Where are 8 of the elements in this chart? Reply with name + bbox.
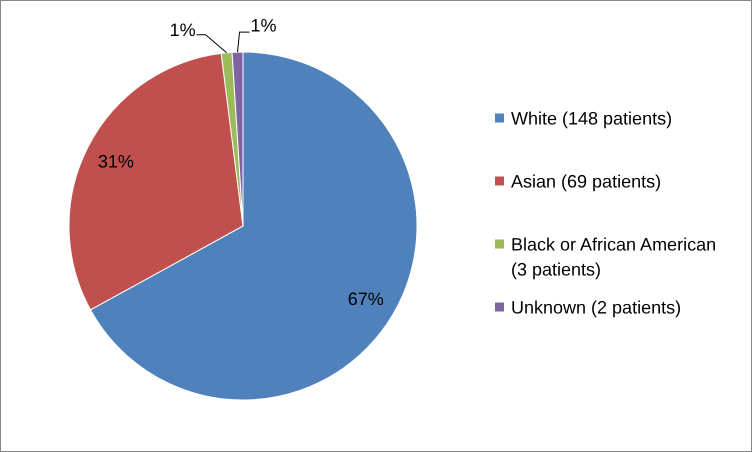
legend-label: White (148 patients) [511,108,672,128]
data-label: 1% [250,15,277,36]
data-label: 31% [98,152,134,172]
legend-label: Asian (69 patients) [511,171,662,192]
data-label: 67% [348,288,384,309]
data-label: 1% [170,20,196,40]
legend-label: Unknown (2 patients) [511,297,682,318]
legend-label: Black or African American (3 patients) [511,234,716,280]
